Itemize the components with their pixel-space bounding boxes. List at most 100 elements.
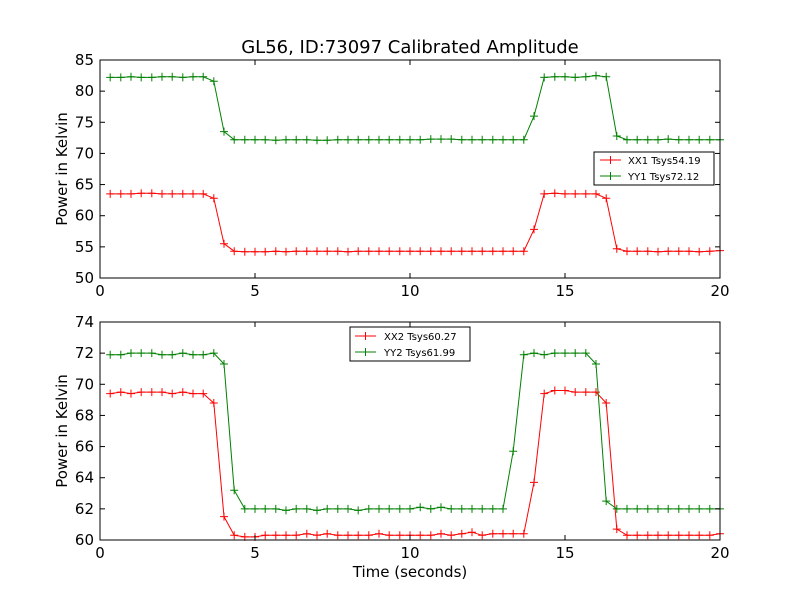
- plot-1-series-0-point: [561, 386, 569, 395]
- plot-0-series-0-point: [199, 189, 208, 198]
- plot-1-series-1-point: [375, 504, 383, 513]
- plot-1-series-0-point: [282, 531, 290, 540]
- plot-0-series-1-point: [643, 135, 652, 144]
- plot-0-series-0-point: [158, 189, 166, 198]
- plot-0-ytick-label: 60: [75, 207, 94, 225]
- plot-1-series-0-point: [344, 531, 352, 540]
- plot-0-series-1-point: [437, 135, 445, 144]
- plot-1-ticks: 0 5 10 15 20 60 62 64 66 68 70 72 74: [75, 313, 730, 562]
- plot-1-series-0-point: [333, 531, 342, 540]
- plot-1-series-1-point: [643, 504, 652, 513]
- plot-0-legend: XX1 Tsys54.19 YY1 Tsys72.12: [593, 151, 715, 186]
- plot-0-series-0-point: [581, 189, 590, 198]
- plot-0-series-0-point: [313, 247, 321, 256]
- plot-1-series-0-point: [178, 388, 187, 397]
- plot-1-series-0-point: [664, 531, 673, 540]
- plot-0-series-1-point: [292, 135, 301, 144]
- plot-1-series-0-point: [271, 531, 280, 540]
- plot-1-series-0-point: [447, 531, 456, 540]
- plot-0-series-0-point: [571, 189, 580, 198]
- plot-1-series-1-point: [530, 349, 538, 358]
- plot-0-series-0-point: [612, 244, 621, 253]
- plot-1-xtick-label: 10: [400, 544, 419, 562]
- plot-0-series-0-point: [664, 247, 673, 256]
- plot-0-series-1-point: [571, 73, 580, 82]
- plot-1-series-0-point: [168, 389, 177, 398]
- plot-0-series-0-point: [530, 225, 538, 234]
- plot-0-series-1-point: [530, 112, 538, 121]
- plot-0-series-1-point: [209, 77, 218, 86]
- plot-1-series-0-point: [571, 388, 580, 397]
- plot-0-legend-marker-1: [606, 172, 615, 180]
- plot-1-ytick-label: 64: [75, 469, 94, 487]
- plot-1-series-0-point: [457, 529, 466, 538]
- plot-0-series-1-point: [499, 135, 507, 144]
- plot-0-series-0-point: [592, 189, 600, 198]
- plot-0-ytick-label: 75: [75, 113, 94, 131]
- plot-0-series-0-point: [437, 247, 445, 256]
- plot-1-series-1-point: [189, 350, 197, 359]
- plot-1-series-1-point: [499, 504, 507, 513]
- plot-0-series-1-point: [509, 135, 518, 144]
- plot-1-series-1-point: [488, 504, 497, 513]
- plot-1-ytick-label: 70: [75, 375, 94, 393]
- plot-0-series-1-point: [592, 71, 600, 80]
- plot-0-series-1-point: [602, 72, 611, 81]
- plot-0-series-0-point: [302, 247, 311, 256]
- plot-1-series-0-point: [540, 389, 549, 398]
- plot-1-series-0-point: [623, 531, 631, 540]
- plot-0-series-0-point: [633, 247, 642, 256]
- plot-0-series-0-point: [416, 247, 425, 256]
- plot-0-series-1-point: [364, 135, 373, 144]
- plot-1-series-0-point: [230, 531, 239, 540]
- plot-1-marks: [106, 349, 724, 541]
- plot-0-series-1-point: [230, 135, 239, 144]
- plot-1-series-1-point: [344, 504, 352, 513]
- plot-0-series-1-point: [240, 135, 249, 144]
- plot-1-series-1-point: [695, 504, 704, 513]
- plot-1-xtick-label: 20: [710, 544, 729, 562]
- plot-0-legend-marker-0: [606, 156, 615, 164]
- plot-1-series-1-point: [199, 350, 208, 359]
- plot-1-series-1-point: [137, 349, 146, 358]
- plot-1-series-0-line: [110, 390, 721, 538]
- plot-0-series-1-point: [633, 135, 642, 144]
- plot-1-series-1-point: [106, 350, 115, 359]
- plot-1-series-0-point: [633, 531, 642, 540]
- plot-1-legend-marker-1: [361, 348, 370, 356]
- plot-1-legend-marker-0: [361, 332, 370, 340]
- plot-1-series-1-point: [581, 349, 590, 358]
- plot-0-series-1-point: [550, 72, 559, 81]
- plot-1-series-0-point: [261, 531, 270, 540]
- plot-1-series-0-point: [220, 512, 228, 521]
- plot-1-series-1-point: [354, 506, 363, 515]
- plot-1-series-0-point: [437, 529, 445, 538]
- plot-1-series-0-point: [468, 528, 476, 537]
- plot-0-series-0-point: [519, 247, 528, 256]
- subplot-bottom: 0 5 10 15 20 60 62 64 66 68 70 72 74 Power in Kelvin…: [53, 313, 730, 581]
- plot-1-series-0-point: [592, 388, 600, 397]
- plot-1-series-1-point: [416, 503, 425, 512]
- plot-0-series-0-point: [705, 247, 714, 256]
- plot-1-series-1-point: [116, 350, 125, 359]
- plot-1-series-1-point: [664, 504, 673, 513]
- plot-0-series-0-point: [674, 247, 683, 256]
- plot-0-series-0-point: [240, 247, 249, 256]
- plot-1-series-0-point: [654, 531, 662, 540]
- plot-0-series-0-point: [478, 247, 487, 256]
- plot-1-series-0-point: [602, 399, 611, 407]
- plot-1-series-0-point: [302, 529, 311, 538]
- plot-1-xtick-label: 0: [95, 544, 105, 562]
- plot-0-series-0-point: [540, 189, 549, 198]
- plot-0-series-0-point: [364, 247, 373, 256]
- plot-0-series-0-point: [137, 189, 146, 198]
- plot-0-series-1-point: [313, 136, 321, 145]
- plot-0-xtick-label: 10: [400, 282, 419, 300]
- plot-0-xtick-label: 5: [250, 282, 260, 300]
- plot-0-series-1-point: [344, 135, 352, 144]
- plot-1-series-1-point: [271, 504, 280, 513]
- plot-0-series-1-point: [519, 135, 528, 144]
- plot-1-ytick-label: 74: [75, 313, 94, 331]
- plot-1-series-1-point: [592, 360, 600, 368]
